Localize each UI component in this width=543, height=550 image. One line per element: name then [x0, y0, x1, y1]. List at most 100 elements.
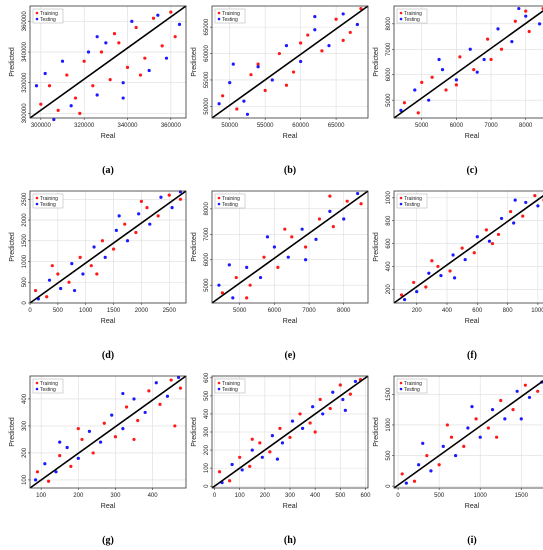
scatter-panel-c: 5000 6000 7000 8000 5000 6000 7000 8000 Real Pred… [373, 5, 543, 176]
panel-caption: (g) [102, 535, 114, 546]
testing-point [311, 405, 315, 409]
y-tick-label: 7000 [204, 227, 210, 241]
scatter-panel-i: 0 500 1000 1500 0 500 1000 1500 Real Predicted Tra… [373, 375, 543, 546]
y-tick-label: 400 [386, 261, 392, 272]
training-point [169, 378, 173, 382]
testing-point [34, 84, 39, 88]
testing-point [143, 410, 147, 415]
plot-frame [211, 190, 369, 304]
testing-point [245, 112, 250, 116]
x-tick-label: 340000 [117, 123, 138, 129]
training-point [338, 383, 342, 387]
x-tick-label: 300 [110, 493, 121, 499]
testing-point [231, 296, 235, 300]
y-tick-label: 50000 [204, 97, 210, 114]
testing-point [478, 435, 482, 439]
legend-testing-label: Testing [40, 387, 56, 393]
testing-point [228, 81, 232, 85]
testing-point [227, 263, 231, 267]
training-point [306, 33, 310, 37]
legend-testing-marker [217, 17, 221, 21]
testing-point [52, 117, 56, 122]
testing-point [300, 426, 305, 430]
x-tick-label: 55000 [257, 123, 274, 129]
y-axis-title: Predicted [191, 47, 198, 77]
testing-point [121, 81, 125, 85]
testing-point [95, 35, 99, 39]
training-point [263, 88, 267, 93]
training-point [291, 70, 296, 74]
testing-point [517, 6, 521, 11]
training-point [284, 83, 289, 87]
y-tick-label: 0 [204, 484, 210, 488]
x-tick-label: 1000 [474, 493, 488, 499]
testing-point [284, 44, 289, 48]
training-point [412, 479, 417, 483]
testing-point [176, 375, 181, 379]
y-tick-label: 6000 [204, 252, 210, 266]
y-tick-label: 0 [22, 301, 28, 305]
y-axis-title: Predicted [9, 47, 16, 77]
training-point [238, 455, 242, 459]
training-point [169, 10, 173, 14]
training-point [134, 25, 138, 30]
testing-point [421, 441, 425, 445]
legend-testing-label: Testing [222, 387, 238, 393]
legend-testing-marker [399, 17, 403, 21]
training-point [509, 209, 513, 214]
y-tick-label: 100 [204, 462, 210, 473]
y-axis-title: Predicted [373, 232, 380, 262]
training-point [359, 7, 363, 11]
y-tick-label: 60000 [204, 45, 210, 62]
testing-point [404, 481, 408, 485]
training-point [458, 55, 462, 59]
testing-point [524, 14, 528, 18]
testing-point [69, 104, 73, 108]
testing-point [86, 50, 91, 54]
x-tick-label: 300000 [31, 123, 52, 129]
training-point [448, 269, 452, 273]
y-tick-label: 600 [386, 238, 392, 249]
y-tick-label: 5000 [204, 278, 210, 292]
training-point [173, 424, 177, 428]
testing-point [496, 27, 500, 31]
training-point [82, 59, 86, 63]
training-point [138, 73, 143, 77]
panel-caption: (i) [467, 535, 476, 546]
training-point [113, 435, 118, 439]
legend-training-label: Training [404, 196, 422, 202]
x-tick-label: 65000 [328, 123, 345, 129]
testing-point [342, 217, 346, 221]
testing-point [454, 78, 458, 82]
legend-testing-label: Testing [222, 17, 238, 23]
legend-training-marker [399, 196, 403, 200]
fit-line [393, 10, 543, 119]
testing-point [132, 397, 136, 401]
training-point [437, 463, 441, 467]
testing-point [270, 434, 274, 438]
testing-point [117, 214, 121, 218]
training-point [430, 259, 434, 263]
y-tick-label: 1000 [22, 254, 28, 268]
testing-point [403, 297, 407, 302]
testing-point [468, 47, 472, 51]
panel-caption: (f) [467, 350, 477, 361]
testing-point [417, 463, 421, 467]
y-tick-label: 1500 [22, 233, 28, 247]
testing-point [260, 455, 264, 459]
training-point [160, 44, 164, 48]
training-point [178, 386, 183, 390]
legend-training-label: Training [40, 381, 58, 387]
testing-point [104, 41, 108, 45]
testing-point [60, 59, 65, 63]
training-point [108, 78, 112, 82]
x-tick-label: 1500 [107, 308, 121, 314]
x-tick-label: 500 [53, 308, 64, 314]
y-tick-label: 100 [22, 474, 28, 485]
testing-point [110, 413, 114, 417]
testing-point [515, 389, 519, 393]
